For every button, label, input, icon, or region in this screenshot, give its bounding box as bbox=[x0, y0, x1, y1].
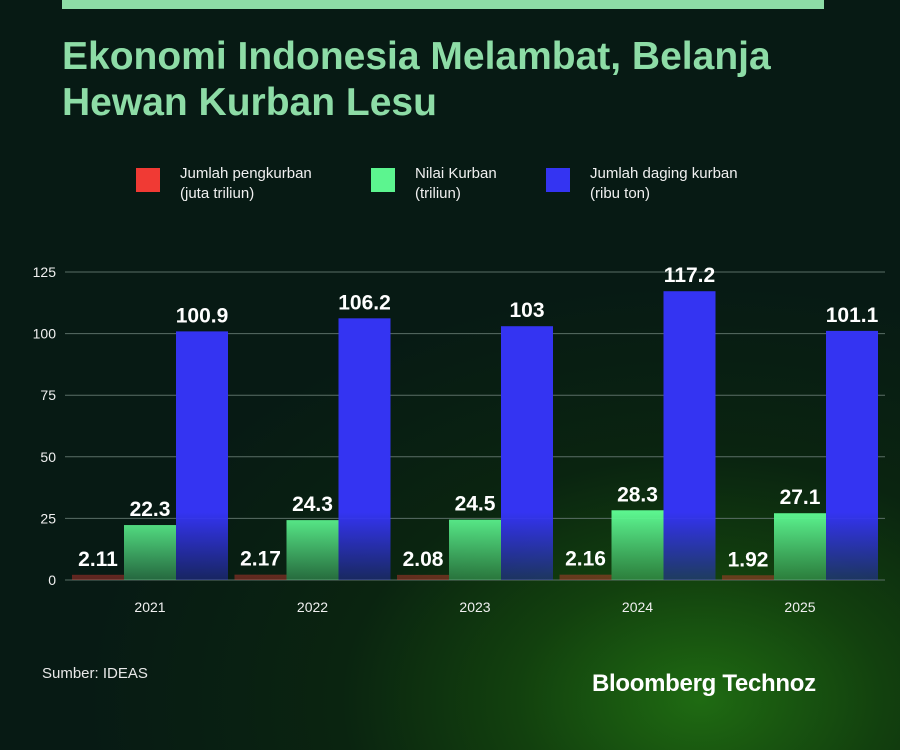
legend-label-line1: Jumlah daging kurban bbox=[590, 165, 738, 182]
data-label: 101.1 bbox=[826, 304, 879, 327]
data-label: 24.3 bbox=[292, 493, 333, 516]
bar-2021-series-1 bbox=[124, 525, 176, 580]
y-tick-label: 50 bbox=[40, 449, 56, 465]
legend-item-jumlah-pengkurban: Jumlah pengkurban (juta triliun) bbox=[136, 164, 312, 204]
y-tick-label: 125 bbox=[33, 264, 57, 280]
bar-chart: 0 25 50 75 100 125 2.11 22.3 100.9 2021 2.17 24.3 10… bbox=[33, 264, 885, 615]
data-label: 2.11 bbox=[78, 548, 118, 571]
bar-2021-series-0 bbox=[72, 574, 124, 580]
data-label: 22.3 bbox=[130, 498, 171, 521]
legend-label-line2: (ribu ton) bbox=[590, 185, 651, 202]
data-label: 100.9 bbox=[176, 304, 229, 327]
top-accent-bar bbox=[62, 0, 824, 9]
source-note: Sumber: IDEAS bbox=[42, 665, 148, 682]
data-label: 106.2 bbox=[338, 291, 391, 314]
legend-label: Nilai Kurban (triliun) bbox=[415, 164, 497, 204]
legend-label-line2: (triliun) bbox=[415, 185, 461, 202]
x-tick-label: 2023 bbox=[459, 599, 490, 615]
legend-item-nilai-kurban: Nilai Kurban (triliun) bbox=[371, 164, 497, 204]
data-label: 2.16 bbox=[565, 548, 606, 571]
bar-2023-series-2 bbox=[501, 326, 553, 580]
data-label: 1.92 bbox=[728, 548, 769, 571]
data-label: 117.2 bbox=[664, 264, 715, 287]
data-label: 2.08 bbox=[403, 548, 444, 571]
legend-label-line1: Jumlah pengkurban bbox=[180, 165, 312, 182]
legend-label: Jumlah daging kurban (ribu ton) bbox=[590, 164, 738, 204]
bar-2024-series-1 bbox=[611, 510, 664, 580]
chart-title: Ekonomi Indonesia Melambat, Belanja Hewa… bbox=[62, 35, 771, 124]
bar-2024-series-2 bbox=[663, 291, 716, 580]
data-label: 28.3 bbox=[617, 483, 658, 506]
legend-label-line1: Nilai Kurban bbox=[415, 165, 497, 182]
bar-2025-series-0 bbox=[722, 575, 774, 580]
y-tick-label: 0 bbox=[48, 572, 56, 588]
x-tick-label: 2021 bbox=[134, 599, 165, 615]
legend-item-jumlah-daging: Jumlah daging kurban (ribu ton) bbox=[546, 164, 738, 204]
x-tick-label: 2022 bbox=[297, 599, 328, 615]
brand-logo-text: Bloomberg Technoz bbox=[592, 670, 816, 697]
data-label: 24.5 bbox=[455, 493, 496, 516]
bar-2025-series-2 bbox=[826, 330, 878, 580]
legend-swatch-blue bbox=[546, 168, 570, 192]
legend-swatch-green bbox=[371, 168, 395, 192]
legend-label: Jumlah pengkurban (juta triliun) bbox=[180, 164, 312, 204]
data-label: 2.17 bbox=[240, 548, 281, 571]
bar-2023-series-0 bbox=[397, 574, 449, 580]
data-label: 103 bbox=[509, 299, 544, 322]
data-label: 27.1 bbox=[780, 486, 821, 509]
legend-label-line2: (juta triliun) bbox=[180, 185, 255, 202]
bar-2022-series-2 bbox=[338, 318, 391, 580]
bar-2022-series-1 bbox=[286, 520, 339, 580]
chart-legend: Jumlah pengkurban (juta triliun) Nilai K… bbox=[0, 164, 900, 214]
bar-2022-series-0 bbox=[234, 574, 287, 580]
legend-swatch-red bbox=[136, 168, 160, 192]
y-tick-label: 25 bbox=[40, 510, 56, 526]
y-tick-label: 100 bbox=[33, 326, 57, 342]
bar-2023-series-1 bbox=[449, 519, 501, 580]
x-tick-label: 2025 bbox=[784, 599, 815, 615]
bar-2021-series-2 bbox=[176, 331, 228, 580]
x-tick-label: 2024 bbox=[622, 599, 653, 615]
bar-2024-series-0 bbox=[559, 574, 612, 580]
y-tick-label: 75 bbox=[40, 387, 56, 403]
bar-2025-series-1 bbox=[774, 513, 826, 580]
